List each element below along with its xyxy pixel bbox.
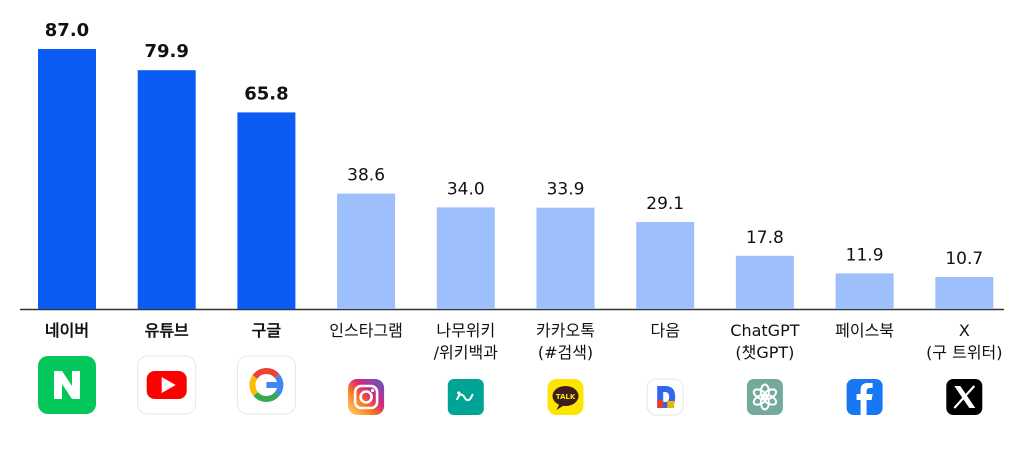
category-label: X [959,321,970,340]
instagram-icon [348,379,385,415]
category-label: 구글 [252,321,282,340]
data-label: 79.9 [144,41,188,62]
category-label: /위키백과 [434,343,499,362]
category-label: 카카오톡 [536,321,595,340]
category-label: 페이스북 [835,321,894,340]
data-label: 65.8 [244,83,288,104]
bar [536,207,595,309]
category-label: (#검색) [538,343,593,362]
category-label: (구 트위터) [926,343,1002,362]
data-label: 33.9 [547,180,585,200]
bar [735,255,794,309]
x-icon [946,379,983,415]
facebook-icon [846,379,883,415]
namuwiki-icon [447,379,484,415]
category-label: 유튜브 [145,321,189,340]
data-label: 34.0 [447,179,485,199]
category-label: 인스타그램 [329,321,403,340]
category-label: (챗GPT) [735,343,794,362]
bar [237,112,296,310]
data-label: 11.9 [846,245,884,265]
daum-icon [646,378,684,416]
google-icon [236,355,296,415]
data-label: 38.6 [347,166,385,186]
data-label: 87.0 [45,20,89,41]
bar [935,277,994,309]
bar [835,273,894,309]
bar [137,70,196,309]
bar [38,49,96,309]
category-label: 다음 [650,321,679,340]
youtube-icon [137,355,197,415]
bar [436,207,495,309]
kakaotalk-icon: TALK [547,379,584,415]
category-label: ChatGPT [730,321,799,340]
naver-icon [38,356,96,414]
category-label: 나무위키 [436,321,495,340]
chatgpt-icon [746,379,783,415]
category-label: 네이버 [45,321,89,340]
bar [636,222,695,309]
data-label: 10.7 [945,249,983,269]
data-label: 29.1 [646,194,684,214]
kakaotalk-icon-text: TALK [556,393,576,401]
bar [337,193,396,309]
data-label: 17.8 [746,228,784,248]
